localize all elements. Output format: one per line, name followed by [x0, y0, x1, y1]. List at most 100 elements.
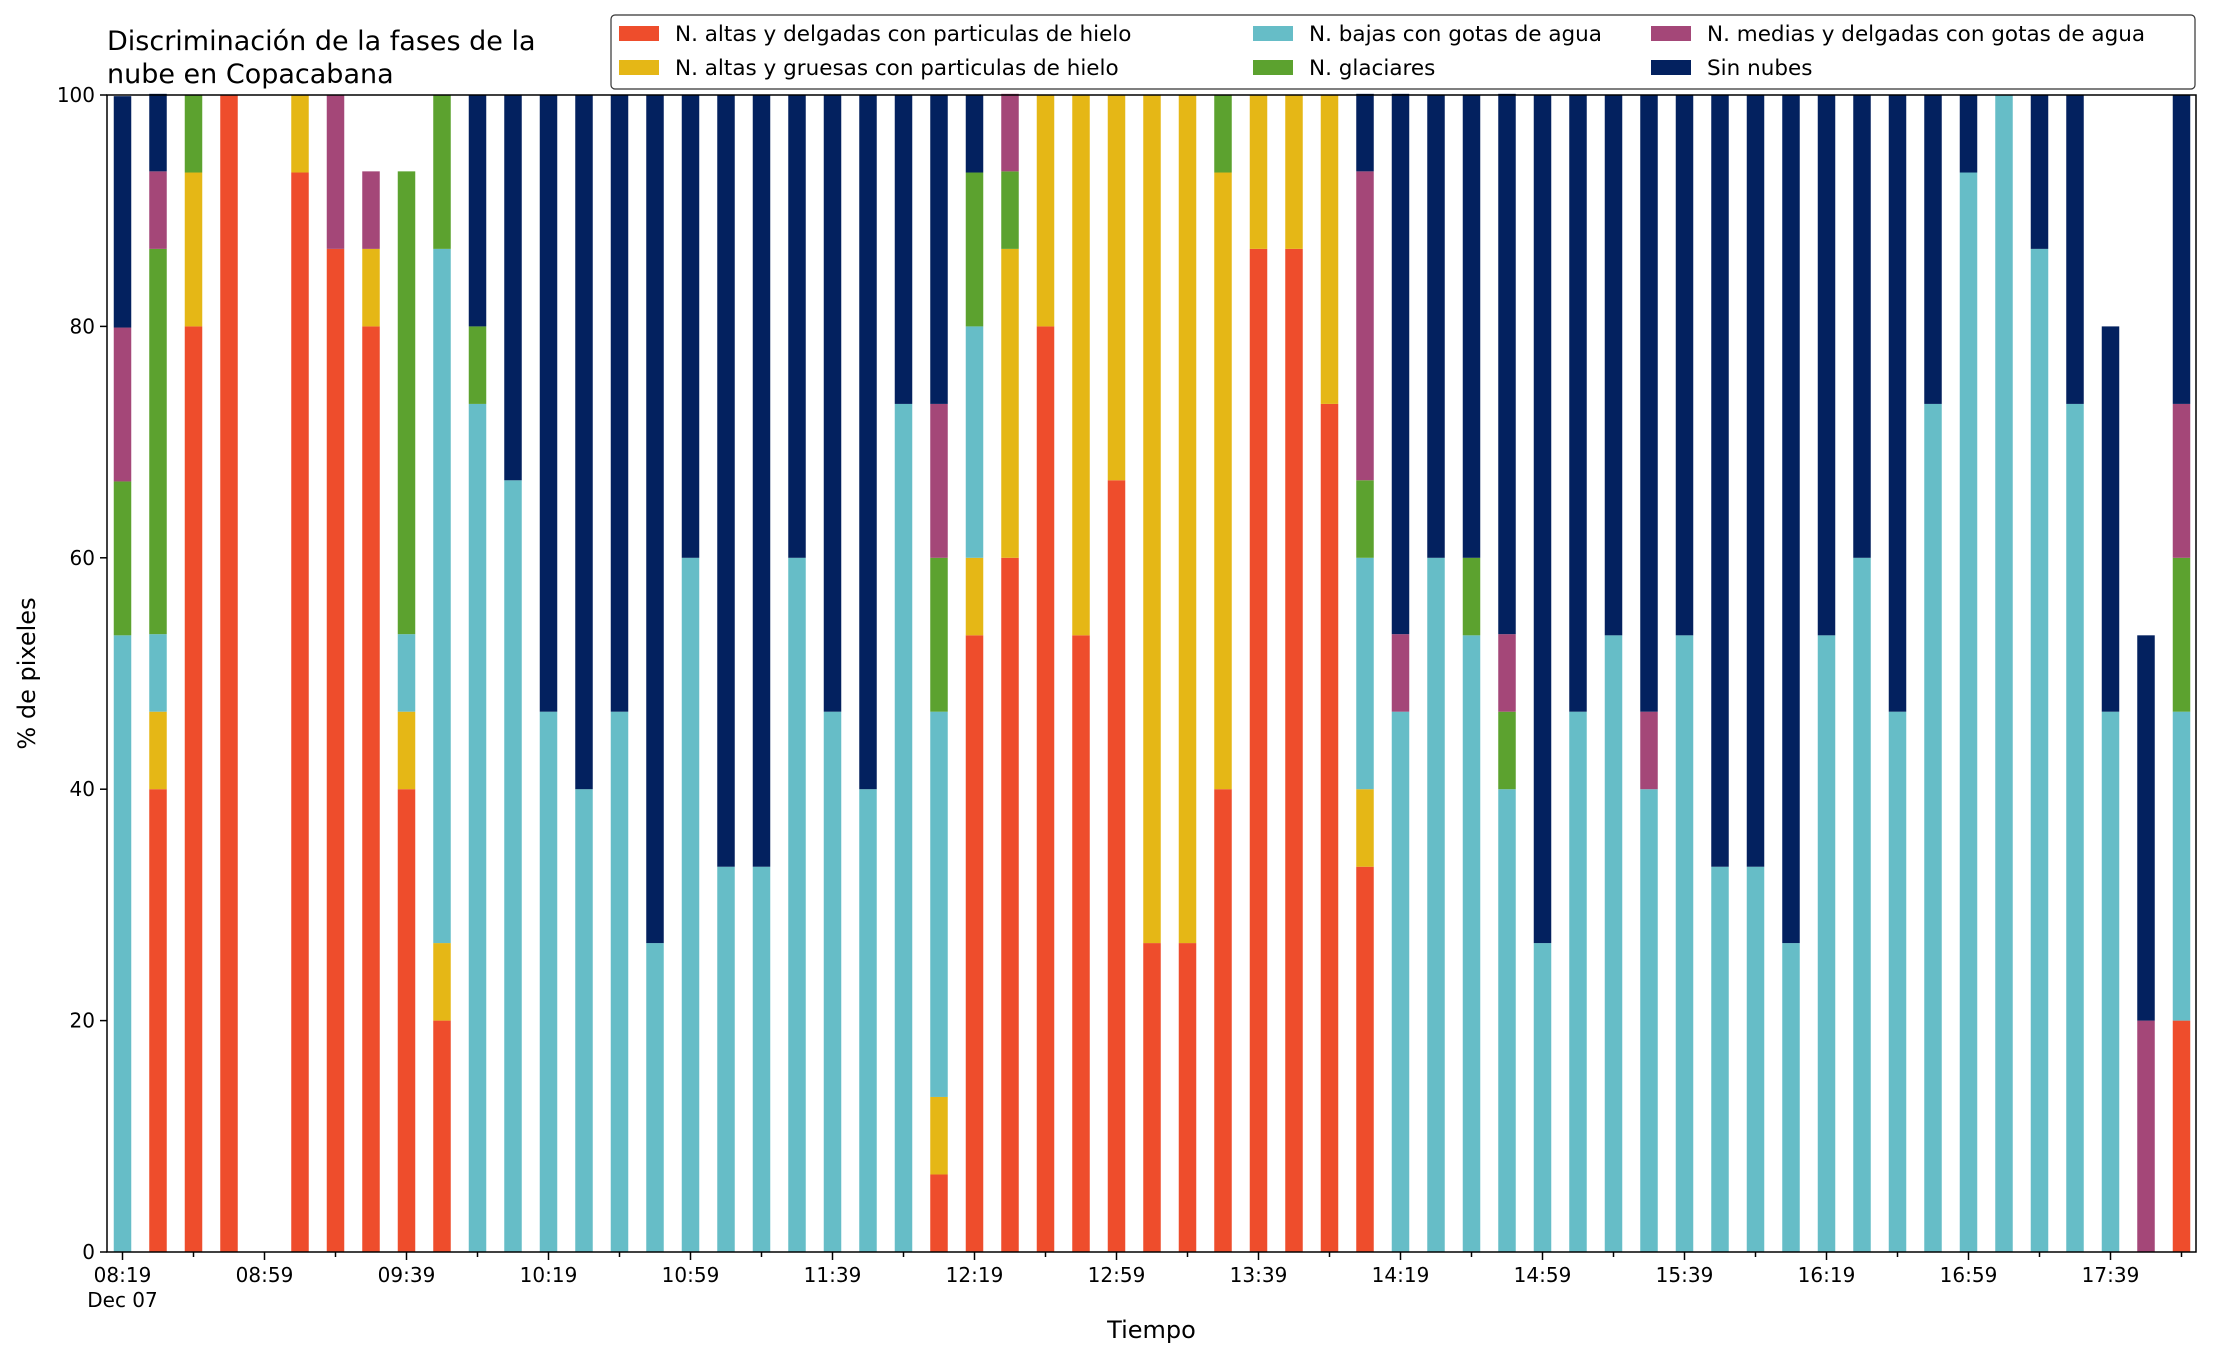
- bar-segment-6-1529: [1640, 95, 1658, 712]
- y-tick-label: 20: [70, 1009, 95, 1033]
- bar-segment-6-1629: [1853, 95, 1871, 558]
- legend-label: N. glaciares: [1309, 56, 1435, 81]
- bar-segment-6-1539: [1675, 95, 1694, 636]
- bar-segment-6-1049: [646, 95, 664, 944]
- bar-segment-1-1229: [1001, 557, 1019, 1252]
- y-axis-label: % de pixeles: [13, 597, 41, 749]
- bar-segment-3-1209: [930, 711, 948, 1097]
- bar-segment-1-0929: [362, 326, 380, 1252]
- bar-segment-4-1449: [1498, 711, 1516, 790]
- bar-segment-6-1419: [1391, 93, 1410, 635]
- bar-segment-6-1449: [1498, 93, 1516, 635]
- bar-segment-2-1239: [1036, 95, 1055, 327]
- bar-segment-3-1559: [1746, 866, 1765, 1252]
- bar-segment-6-1029: [575, 95, 593, 790]
- bar-segment-6-1749: [2137, 635, 2155, 1021]
- bar-segment-3-0939: [397, 634, 416, 712]
- bar-segment-4-1759: [2172, 557, 2191, 712]
- bar-segment-3-0829: [149, 634, 167, 712]
- chart-title-line: Discriminación de la fases de la: [107, 26, 536, 57]
- x-tick-label: 14:59: [1514, 1263, 1572, 1287]
- bar-segment-3-0949: [433, 248, 451, 944]
- bar-segment-2-1229: [1001, 248, 1019, 558]
- bar-segment-4-1229: [1001, 171, 1019, 249]
- bar-segment-5-1529: [1640, 711, 1658, 790]
- bar-segment-2-1209: [930, 1096, 948, 1175]
- bar-segment-6-1429: [1427, 95, 1445, 558]
- bar-segment-6-1649: [1924, 95, 1942, 404]
- bar-segment-6-1039: [610, 95, 629, 712]
- bar-segment-1-1359: [1320, 403, 1339, 1252]
- bar-segment-4-0939: [397, 171, 416, 635]
- bar-segment-1-0919: [326, 248, 345, 1252]
- x-tick-label: 16:19: [1798, 1263, 1856, 1287]
- bar-segment-3-1139: [823, 711, 842, 1252]
- bar-segment-3-1049: [646, 943, 664, 1252]
- bar-segment-4-1219: [965, 172, 984, 327]
- bar-segment-1-0839: [184, 326, 203, 1252]
- bar-segment-3-1639: [1888, 711, 1907, 1252]
- bar-segment-6-1129: [788, 95, 806, 558]
- bar-segment-6-1009: [504, 95, 522, 481]
- bar-segment-6-1559: [1746, 95, 1765, 867]
- x-tick-label: 14:19: [1372, 1263, 1430, 1287]
- bar-segment-5-1749: [2137, 1020, 2155, 1252]
- bar-segment-1-1759: [2172, 1020, 2191, 1252]
- bar-segment-3-1149: [859, 789, 877, 1252]
- bar-segment-3-1649: [1924, 403, 1942, 1252]
- bar-segment-1-1319: [1178, 943, 1197, 1252]
- bar-segment-6-1619: [1817, 95, 1836, 636]
- x-tick-label: 10:59: [662, 1263, 720, 1287]
- bar-segment-1-1309: [1143, 943, 1161, 1252]
- bar-segment-6-1639: [1888, 95, 1907, 712]
- x-tick-label: 12:59: [1088, 1263, 1146, 1287]
- bar-segment-6-1149: [859, 95, 877, 790]
- bar-segment-6-1019: [539, 95, 558, 712]
- chart-title: Discriminación de la fases de la nube en …: [107, 26, 536, 90]
- legend-swatch: [1253, 26, 1293, 41]
- bar-segment-6-1059: [681, 95, 700, 558]
- bar-segment-3-1709: [1995, 95, 2013, 1252]
- bar-segment-2-0929: [362, 248, 380, 327]
- bar-segment-5-0929: [362, 171, 380, 249]
- bar-segment-3-1729: [2066, 403, 2084, 1252]
- bar-segment-5-1209: [930, 403, 948, 558]
- bar-segment-6-1659: [1959, 95, 1978, 173]
- bar-segment-6-1119: [752, 95, 771, 867]
- bar-segment-2-0949: [433, 943, 451, 1021]
- bar-segment-2-1329: [1214, 172, 1232, 790]
- bar-segment-2-1409: [1356, 789, 1374, 867]
- bar-segment-3-1029: [575, 789, 593, 1252]
- bar-segment-2-1359: [1320, 95, 1339, 404]
- legend-swatch: [619, 60, 659, 75]
- bar-segment-5-0919: [326, 95, 345, 249]
- bar-segment-6-1549: [1711, 95, 1729, 867]
- bar-segment-2-0839: [184, 172, 203, 327]
- bar-segment-6-1439: [1462, 95, 1481, 558]
- bar-segment-4-1439: [1462, 557, 1481, 636]
- legend-label: N. altas y delgadas con particulas de hi…: [675, 22, 1131, 47]
- bars-layer: [113, 93, 2191, 1252]
- bar-segment-6-1219: [965, 95, 984, 173]
- bar-segment-6-1139: [823, 95, 842, 712]
- y-tick-label: 40: [70, 777, 95, 801]
- x-tick-label: 16:59: [1940, 1263, 1998, 1287]
- bar-segment-2-1219: [965, 557, 984, 636]
- bar-segment-4-1409: [1356, 480, 1374, 558]
- bar-segment-4-0949: [433, 95, 451, 249]
- bar-segment-2-1349: [1285, 95, 1303, 249]
- bar-segment-3-1129: [788, 557, 806, 1252]
- bar-segment-3-1119: [752, 866, 771, 1252]
- bar-segment-2-0939: [397, 711, 416, 790]
- bar-segment-3-1159: [894, 403, 913, 1252]
- x-tick-label: 10:19: [520, 1263, 578, 1287]
- bar-segment-1-1329: [1214, 789, 1232, 1252]
- bar-segment-3-1739: [2101, 711, 2120, 1252]
- bar-segment-3-1659: [1959, 172, 1978, 1252]
- legend-label: N. altas y gruesas con particulas de hie…: [675, 56, 1119, 81]
- bar-segment-3-1219: [965, 326, 984, 558]
- bar-segment-3-1419: [1391, 711, 1410, 1252]
- bar-segment-6-1509: [1569, 95, 1587, 712]
- bar-segment-3-1549: [1711, 866, 1729, 1252]
